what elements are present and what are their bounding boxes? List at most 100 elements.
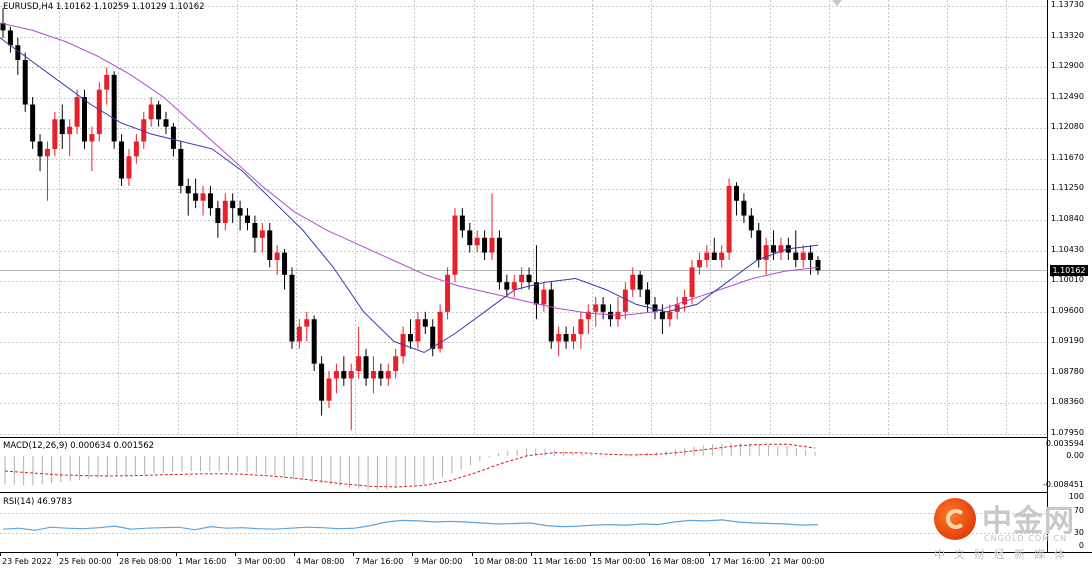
bull-candle bbox=[689, 267, 695, 298]
bear-candle bbox=[652, 304, 658, 312]
macd-axis-label: 0.003594 bbox=[1045, 439, 1084, 448]
bull-candle bbox=[704, 252, 710, 260]
bull-candle bbox=[719, 252, 725, 260]
price-axis-label: 1.12490 bbox=[1050, 91, 1084, 101]
rsi-svg bbox=[0, 513, 1047, 534]
time-axis-tick bbox=[649, 552, 650, 556]
bear-candle bbox=[230, 200, 236, 209]
bull-candle bbox=[585, 311, 591, 320]
bull-candle bbox=[674, 304, 680, 312]
time-axis-tick bbox=[472, 552, 473, 556]
bull-candle bbox=[74, 97, 80, 127]
bear-candle bbox=[711, 252, 717, 260]
time-axis-tick bbox=[769, 552, 770, 556]
bear-candle bbox=[282, 252, 288, 275]
rsi-axis-label: 70 bbox=[1073, 506, 1084, 515]
bear-candle bbox=[267, 230, 273, 260]
bull-candle bbox=[274, 252, 280, 260]
price-axis-label: 1.10010 bbox=[1050, 275, 1084, 285]
bull-candle bbox=[89, 134, 95, 142]
bull-candle bbox=[511, 282, 517, 290]
bull-candle bbox=[519, 274, 525, 283]
bear-candle bbox=[156, 104, 162, 120]
bull-candle bbox=[415, 319, 421, 342]
bear-candle bbox=[793, 252, 799, 260]
chart-shift-marker[interactable] bbox=[832, 0, 842, 6]
bear-candle bbox=[734, 185, 739, 201]
bull-candle bbox=[326, 378, 332, 401]
price-axis-label: 1.09190 bbox=[1050, 336, 1084, 346]
bear-candle bbox=[756, 230, 762, 260]
bull-candle bbox=[682, 297, 688, 305]
bull-candle bbox=[726, 185, 732, 253]
bull-candle bbox=[437, 311, 443, 349]
bull-candle bbox=[622, 289, 628, 312]
time-axis-tick bbox=[235, 552, 236, 556]
bear-candle bbox=[526, 274, 532, 283]
price-axis-label: 1.10840 bbox=[1050, 214, 1084, 223]
bear-candle bbox=[215, 208, 221, 223]
price-axis-label: 1.11670 bbox=[1050, 152, 1084, 162]
bear-candle bbox=[378, 371, 384, 379]
bear-candle bbox=[59, 119, 65, 135]
time-axis-tick bbox=[353, 552, 354, 556]
bear-candle bbox=[496, 237, 502, 283]
price-axis-label: 1.13320 bbox=[1050, 30, 1084, 40]
bear-candle bbox=[563, 334, 569, 342]
price-axis-label: 1.13730 bbox=[1050, 0, 1084, 9]
bull-candle bbox=[141, 119, 147, 142]
price-axis-label: 1.09600 bbox=[1050, 305, 1084, 315]
macd-title: MACD(12,26,9) 0.000634 0.001562 bbox=[3, 441, 155, 451]
rsi-panel[interactable]: RSI(14) 46.9783 bbox=[0, 494, 1047, 552]
time-axis-label: 7 Mar 16:00 bbox=[355, 557, 404, 566]
bear-candle bbox=[467, 230, 473, 246]
bull-candle bbox=[571, 334, 576, 342]
rsi-axis-label: 30 bbox=[1073, 528, 1084, 537]
bear-candle bbox=[178, 148, 184, 186]
price-chart[interactable]: EURUSD,H4 1.10162 1.10259 1.10129 1.1016… bbox=[0, 0, 1047, 437]
bear-candle bbox=[548, 289, 554, 342]
time-axis-tick bbox=[412, 552, 413, 556]
watermark-name: 中金网 bbox=[982, 504, 1075, 539]
price-axis-label: 1.08780 bbox=[1050, 366, 1084, 376]
bear-candle bbox=[645, 289, 651, 305]
bear-candle bbox=[15, 45, 21, 61]
bull-candle bbox=[304, 319, 310, 327]
rsi-title: RSI(14) 46.9783 bbox=[3, 497, 73, 507]
time-axis-tick bbox=[176, 552, 177, 556]
bull-candle bbox=[385, 371, 391, 379]
macd-panel[interactable]: MACD(12,26,9) 0.000634 0.001562 bbox=[0, 438, 1047, 492]
bear-candle bbox=[815, 259, 821, 271]
bull-candle bbox=[630, 274, 636, 290]
bull-candle bbox=[474, 237, 480, 246]
bull-candle bbox=[200, 193, 206, 201]
time-axis-label: 9 Mar 00:00 bbox=[414, 557, 463, 566]
bull-candle bbox=[393, 356, 399, 372]
bear-candle bbox=[533, 282, 539, 305]
time-axis-label: 4 Mar 08:00 bbox=[296, 557, 345, 566]
price-chart-svg bbox=[0, 0, 1047, 437]
price-axis-label: 1.12080 bbox=[1050, 122, 1084, 132]
bear-candle bbox=[22, 60, 28, 105]
rsi-line bbox=[2, 519, 819, 531]
symbol-header: EURUSD,H4 1.10162 1.10259 1.10129 1.1016… bbox=[3, 2, 205, 12]
bull-candle bbox=[67, 126, 73, 135]
bull-candle bbox=[489, 237, 495, 253]
macd-signal-line bbox=[4, 443, 816, 488]
bear-candle bbox=[341, 371, 347, 379]
time-axis-label: 15 Mar 00:00 bbox=[592, 557, 646, 566]
bear-candle bbox=[207, 193, 213, 209]
ma-fast-line bbox=[0, 37, 819, 354]
price-axis-label: 1.07950 bbox=[1050, 428, 1084, 437]
bear-candle bbox=[363, 356, 369, 379]
price-axis-label: 1.11250 bbox=[1050, 183, 1084, 193]
time-axis-label: 1 Mar 16:00 bbox=[178, 557, 227, 566]
time-axis-label: 17 Mar 16:00 bbox=[711, 557, 765, 566]
price-axis-label: 1.08360 bbox=[1050, 397, 1084, 407]
bull-candle bbox=[148, 104, 154, 120]
price-axis-label: 1.12900 bbox=[1050, 61, 1084, 71]
bull-candle bbox=[259, 230, 265, 238]
bear-candle bbox=[459, 215, 465, 231]
bull-candle bbox=[348, 371, 354, 379]
bear-candle bbox=[319, 363, 325, 401]
